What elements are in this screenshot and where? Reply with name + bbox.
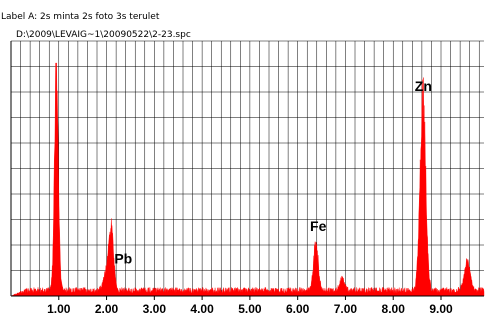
x-tick-label: 8.00 bbox=[382, 302, 406, 316]
chart-axes bbox=[10, 41, 484, 297]
x-tick-label: 3.00 bbox=[143, 302, 167, 316]
peak-annotations: Pb Fe Zn bbox=[114, 78, 432, 266]
chart-grid bbox=[10, 40, 484, 297]
file-path: D:\2009\LEVAIG~1\20090522\2-23.spc bbox=[16, 30, 191, 40]
x-tick-label: 5.00 bbox=[238, 302, 262, 316]
x-tick-label: 6.00 bbox=[286, 302, 310, 316]
x-tick-label: 1.00 bbox=[47, 302, 71, 316]
peak-label: Zn bbox=[415, 78, 432, 94]
peak-label: Fe bbox=[310, 218, 327, 234]
x-tick-label: 4.00 bbox=[190, 302, 214, 316]
x-tick-label: 9.00 bbox=[429, 302, 453, 316]
spectrum-label: Label A: 2s minta 2s foto 3s terulet bbox=[1, 12, 160, 22]
x-tick-label: 2.00 bbox=[95, 302, 119, 316]
spectrum-trace bbox=[10, 62, 485, 297]
peak-label: Pb bbox=[114, 250, 132, 266]
x-ticks: 1.00 2.00 3.00 4.00 5.00 6.00 7.00 8.00 9.00 bbox=[47, 296, 453, 316]
x-tick-label: 7.00 bbox=[334, 302, 358, 316]
